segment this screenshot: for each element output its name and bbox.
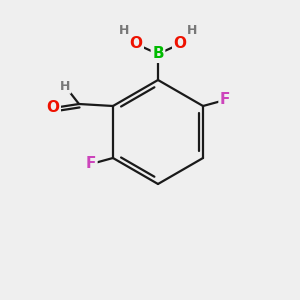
Text: O: O	[130, 37, 142, 52]
Text: H: H	[187, 25, 197, 38]
Text: O: O	[173, 37, 187, 52]
Text: O: O	[46, 100, 59, 116]
Text: H: H	[119, 25, 129, 38]
Text: B: B	[152, 46, 164, 62]
Text: H: H	[60, 80, 70, 92]
Text: F: F	[220, 92, 230, 107]
Text: F: F	[86, 157, 96, 172]
